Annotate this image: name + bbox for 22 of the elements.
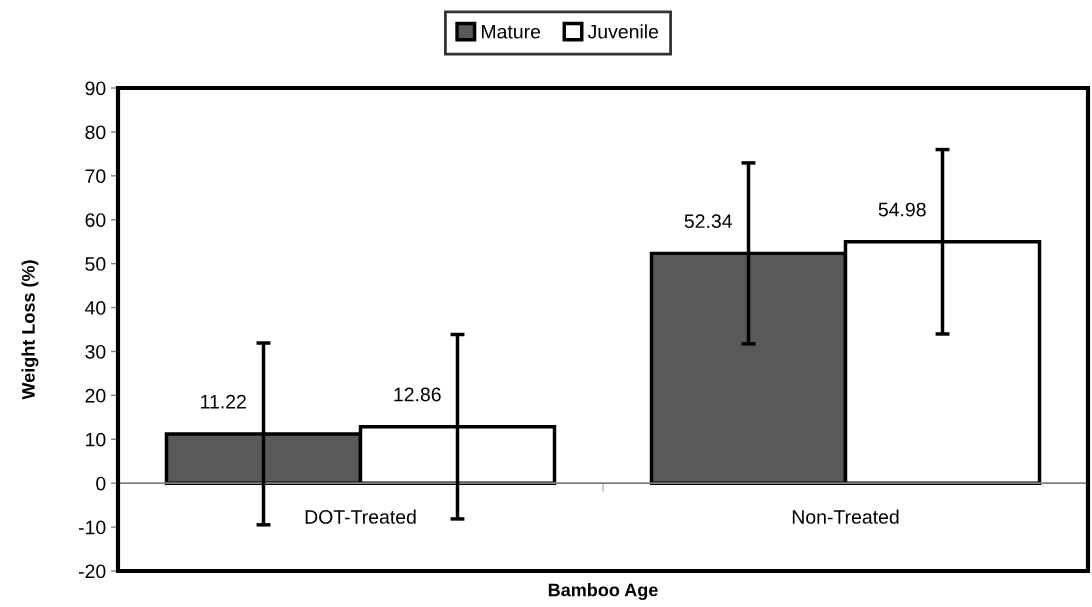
y-tick-label: 80 (85, 125, 106, 140)
y-tick-label: -10 (78, 520, 106, 535)
x-axis-title: Bamboo Age (548, 583, 658, 600)
data-label: 12.86 (394, 387, 441, 402)
y-tick-label: 50 (85, 257, 106, 271)
y-tick-label: 60 (85, 213, 106, 227)
y-axis-title: Weight Loss (%) (21, 260, 39, 400)
x-tick-label: Non-Treated (792, 509, 899, 524)
y-tick-label: -20 (78, 564, 106, 579)
legend-label: Juvenile (587, 24, 659, 39)
legend-label: Mature (482, 24, 541, 39)
data-label: 11.22 (201, 394, 246, 409)
data-label: 54.98 (878, 202, 926, 217)
y-tick-label: 90 (85, 81, 106, 96)
y-tick-label: 20 (85, 388, 106, 403)
y-tick-label: 70 (85, 169, 106, 184)
x-tick-label: DOT-Treated (305, 509, 416, 524)
y-tick-label: 40 (85, 301, 106, 315)
y-tick-label: 0 (96, 476, 106, 491)
y-tick-label: 30 (85, 344, 106, 359)
y-tick-label: 10 (86, 432, 106, 447)
data-label: 52.34 (684, 214, 732, 229)
